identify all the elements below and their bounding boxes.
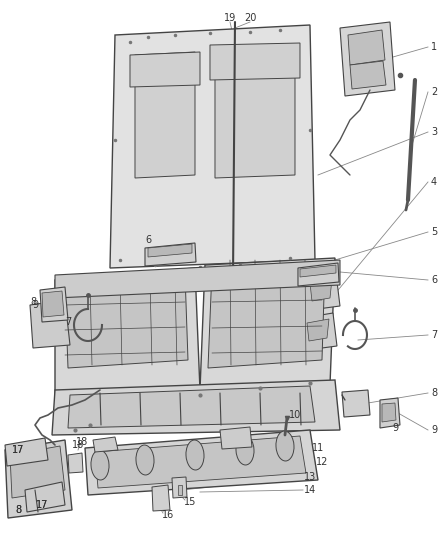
Polygon shape [10, 446, 65, 498]
Text: 7: 7 [431, 330, 437, 340]
Text: 3: 3 [431, 127, 437, 137]
Polygon shape [55, 260, 340, 298]
Text: 5: 5 [431, 227, 437, 237]
Text: 1: 1 [431, 42, 437, 52]
Ellipse shape [276, 431, 294, 461]
Text: 18: 18 [76, 437, 88, 447]
Polygon shape [350, 61, 386, 89]
Polygon shape [25, 482, 65, 512]
Text: 18: 18 [72, 440, 84, 450]
Polygon shape [208, 264, 325, 368]
Polygon shape [307, 319, 329, 341]
Ellipse shape [236, 435, 254, 465]
Polygon shape [93, 437, 118, 452]
Text: 13: 13 [304, 472, 316, 482]
Text: 8: 8 [30, 297, 36, 307]
Polygon shape [306, 273, 340, 310]
Polygon shape [30, 300, 70, 348]
Polygon shape [172, 477, 187, 498]
Polygon shape [42, 291, 64, 317]
Text: 17: 17 [36, 500, 48, 510]
Polygon shape [380, 398, 400, 428]
Text: 8: 8 [15, 505, 21, 515]
Polygon shape [382, 403, 396, 422]
Text: 6: 6 [431, 275, 437, 285]
Polygon shape [148, 244, 192, 257]
Polygon shape [68, 453, 83, 473]
Text: 8: 8 [15, 505, 21, 515]
Polygon shape [145, 243, 196, 266]
Polygon shape [5, 440, 72, 518]
Text: 17: 17 [12, 445, 24, 455]
Ellipse shape [186, 440, 204, 470]
Polygon shape [303, 313, 337, 350]
Text: 10: 10 [289, 410, 301, 420]
Ellipse shape [136, 445, 154, 475]
Polygon shape [95, 436, 306, 488]
Polygon shape [300, 265, 336, 277]
Text: 14: 14 [304, 485, 316, 495]
Polygon shape [215, 45, 295, 178]
Polygon shape [152, 485, 170, 511]
Text: 17: 17 [36, 500, 48, 510]
Polygon shape [210, 43, 300, 80]
Polygon shape [135, 52, 195, 178]
Polygon shape [52, 380, 340, 435]
Text: 9: 9 [392, 423, 398, 433]
Polygon shape [5, 438, 48, 466]
Text: 6: 6 [145, 235, 151, 245]
Polygon shape [110, 25, 315, 268]
Text: 2: 2 [431, 87, 437, 97]
Text: 16: 16 [162, 510, 174, 520]
Text: 9: 9 [431, 425, 437, 435]
Polygon shape [130, 52, 200, 87]
Text: 7: 7 [65, 317, 71, 327]
Text: 17: 17 [12, 445, 24, 455]
Polygon shape [342, 390, 370, 417]
Polygon shape [40, 287, 68, 322]
Polygon shape [55, 268, 200, 395]
Polygon shape [220, 427, 252, 449]
Polygon shape [178, 485, 182, 495]
Polygon shape [85, 430, 318, 495]
Text: 8: 8 [431, 388, 437, 398]
Text: 15: 15 [184, 497, 196, 507]
Text: 20: 20 [244, 13, 256, 23]
Polygon shape [200, 258, 335, 390]
Polygon shape [65, 274, 188, 368]
Text: 12: 12 [316, 457, 328, 467]
Ellipse shape [91, 450, 109, 480]
Polygon shape [348, 30, 385, 65]
Polygon shape [298, 263, 339, 286]
Polygon shape [340, 22, 395, 96]
Text: 19: 19 [224, 13, 236, 23]
Text: 11: 11 [312, 443, 324, 453]
Text: 9: 9 [32, 300, 38, 310]
Polygon shape [68, 386, 315, 428]
Text: 4: 4 [431, 177, 437, 187]
Polygon shape [310, 279, 332, 301]
